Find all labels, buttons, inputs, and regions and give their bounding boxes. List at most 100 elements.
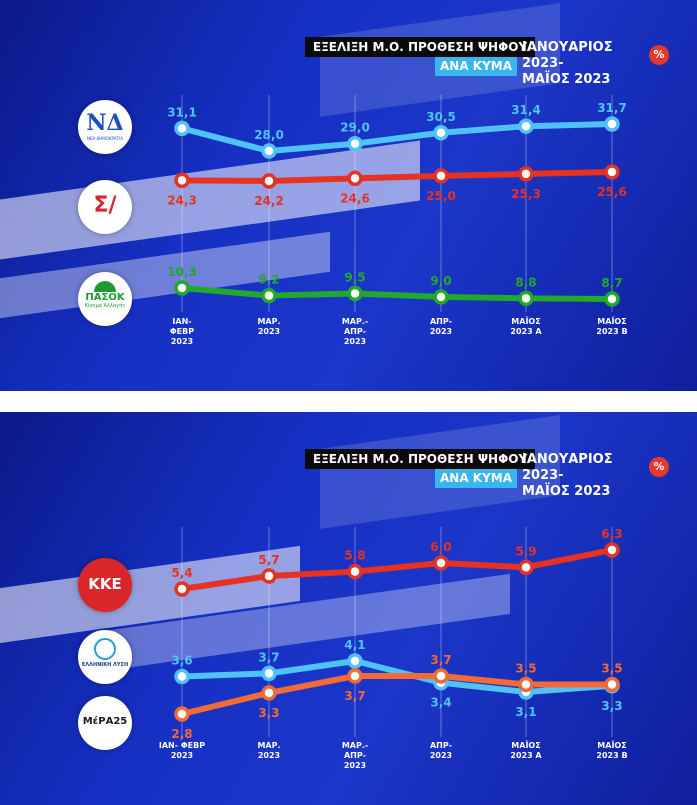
data-point [174, 172, 190, 189]
data-point [347, 135, 363, 152]
data-label: 3,4 [430, 696, 451, 710]
percent-badge: % [649, 457, 669, 477]
chart-subtitle: ΑΝΑ ΚΥΜΑ [435, 469, 517, 488]
data-label: 29,0 [340, 121, 370, 135]
data-point [433, 289, 449, 305]
period-line-1: ΙΑΝΟΥΑΡΙΟΣ 2023- [522, 452, 613, 483]
data-point [604, 542, 620, 558]
data-label: 3,7 [430, 653, 451, 667]
data-label: 3,6 [171, 654, 192, 668]
syriza-logo-mark: Σ/ [93, 193, 117, 218]
data-label: 28,0 [254, 128, 284, 142]
data-point [518, 290, 534, 307]
data-point [433, 668, 449, 684]
x-tick-label: 2023 [430, 751, 452, 760]
data-label: 5,7 [258, 553, 279, 567]
x-tick-label: ΜΑΡ.- [342, 741, 368, 750]
data-point [433, 555, 449, 571]
pasok-logo-caption: Κίνημα Αλλαγής [84, 303, 126, 309]
series-line [179, 169, 615, 184]
data-point [174, 581, 190, 597]
pasok-logo-mark: ΠΑΣΟΚ [85, 292, 125, 303]
data-label: 3,5 [515, 661, 536, 675]
data-point [347, 653, 363, 669]
x-tick-label: 2023 [171, 751, 193, 760]
x-tick-label: 2023 [171, 337, 193, 346]
data-label: 8,8 [515, 275, 536, 289]
nd-logo: ΝΔ ΝΕΑ ΔΗΜΟΚΡΑΤΙΑ [78, 100, 132, 154]
data-point [261, 685, 277, 701]
data-point [261, 287, 277, 304]
data-point [347, 285, 363, 302]
x-tick-label: 2023 Α [510, 751, 542, 760]
x-tick-label: ΜΑΪΟΣ [597, 316, 626, 326]
mera25-logo-mark: ΜέΡΑ25 [82, 716, 128, 727]
percent-badge: % [649, 45, 669, 65]
data-label: 3,3 [258, 706, 279, 720]
x-tick-label: 2023 [258, 751, 280, 760]
data-label: 3,7 [258, 650, 279, 664]
data-point [174, 706, 190, 722]
x-tick-label: ΜΑΡ. [257, 317, 280, 326]
period-line-1: ΙΑΝΟΥΑΡΙΟΣ 2023- [522, 40, 613, 71]
chart-period: ΙΑΝΟΥΑΡΙΟΣ 2023- ΜΑΪΟΣ 2023 [522, 40, 642, 88]
kke-logo: ΚΚΕ [78, 558, 132, 612]
data-point [174, 668, 190, 685]
line-chart: ΙΑΝ- ΦΕΒΡ2023ΜΑΡ.2023ΜΑΡ.-ΑΠΡ-2023ΑΠΡ-20… [159, 527, 628, 770]
series-line [179, 547, 615, 592]
x-tick-label: ΦΕΒΡ [170, 327, 194, 336]
data-label: 30,5 [426, 110, 456, 124]
data-point [174, 120, 190, 137]
data-point [433, 125, 449, 141]
data-point [261, 143, 277, 159]
data-point [174, 280, 190, 296]
data-point [604, 164, 620, 180]
period-line-2: ΜΑΪΟΣ 2023 [522, 72, 611, 87]
data-label: 9,2 [258, 273, 279, 287]
syriza-logo: Σ/ [78, 180, 132, 234]
data-label: 25,3 [511, 187, 541, 201]
data-label: 24,6 [340, 191, 370, 205]
data-label: 3,5 [601, 661, 622, 675]
x-tick-label: 2023 [344, 337, 366, 346]
x-tick-label: ΜΑΪΟΣ [511, 740, 540, 750]
data-point [518, 559, 534, 576]
pasok-logo: ΠΑΣΟΚ Κίνημα Αλλαγής [78, 272, 132, 326]
chart-panel-small-parties: ΕΞΕΛΙΞΗ Μ.Ο. ΠΡΟΘΕΣΗ ΨΗΦΟΥ ΑΝΑ ΚΥΜΑ ΙΑΝΟ… [0, 412, 697, 805]
x-tick-label: 2023 Β [596, 751, 627, 760]
x-tick-label: ΑΠΡ- [344, 327, 366, 336]
chart-title: ΕΞΕΛΙΞΗ Μ.Ο. ΠΡΟΘΕΣΗ ΨΗΦΟΥ [305, 449, 536, 469]
series-line [179, 121, 615, 154]
data-label: 25,0 [426, 189, 456, 203]
x-tick-label: 2023 [258, 327, 280, 336]
data-label: 31,7 [597, 101, 627, 115]
data-label: 6,3 [601, 527, 622, 541]
series-line [179, 285, 615, 302]
data-label: 4,1 [344, 638, 365, 652]
data-label: 25,6 [597, 185, 627, 199]
x-tick-label: ΑΠΡ- [430, 317, 452, 326]
chart-subtitle: ΑΝΑ ΚΥΜΑ [435, 57, 517, 76]
nd-logo-caption: ΝΕΑ ΔΗΜΟΚΡΑΤΙΑ [86, 136, 123, 141]
x-tick-label: ΑΠΡ- [430, 741, 452, 750]
data-label: 9,0 [430, 274, 451, 288]
data-label: 31,4 [511, 103, 541, 117]
data-point [604, 676, 620, 693]
x-tick-label: ΙΑΝ- [172, 317, 191, 326]
data-label: 5,9 [515, 544, 536, 558]
data-label: 6,0 [430, 540, 451, 554]
data-point [261, 173, 277, 189]
compass-icon [94, 638, 116, 660]
data-label: 5,4 [171, 566, 192, 580]
data-point [518, 118, 534, 134]
data-point [518, 676, 534, 693]
period-line-2: ΜΑΪΟΣ 2023 [522, 484, 611, 499]
nd-logo-mark: ΝΔ [86, 110, 124, 136]
mera25-logo: ΜέΡΑ25 [78, 696, 132, 750]
chart-period: ΙΑΝΟΥΑΡΙΟΣ 2023- ΜΑΪΟΣ 2023 [522, 452, 642, 500]
series-line [179, 673, 615, 717]
data-label: 31,1 [167, 105, 197, 119]
x-tick-label: 2023 [344, 761, 366, 770]
data-label: 3,1 [515, 705, 536, 719]
data-label: 5,8 [344, 549, 365, 563]
